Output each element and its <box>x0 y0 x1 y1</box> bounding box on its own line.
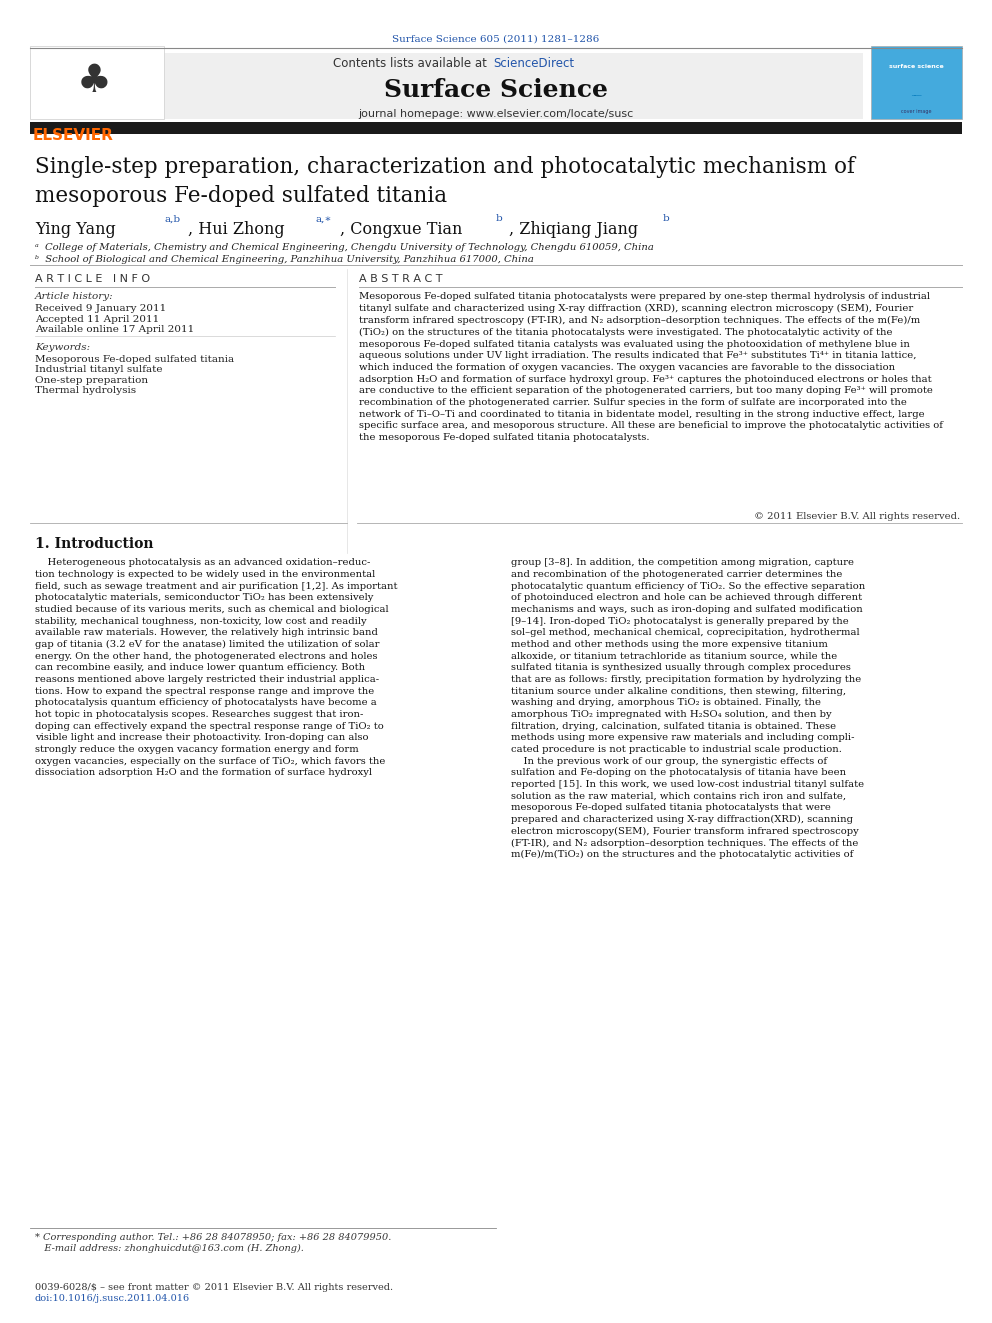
Text: b: b <box>496 214 503 224</box>
Text: A R T I C L E   I N F O: A R T I C L E I N F O <box>35 274 150 284</box>
Text: ELSEVIER: ELSEVIER <box>33 128 114 143</box>
FancyBboxPatch shape <box>30 46 164 119</box>
Text: Available online 17 April 2011: Available online 17 April 2011 <box>35 325 194 335</box>
Text: a,∗: a,∗ <box>315 214 332 224</box>
Text: One-step preparation: One-step preparation <box>35 376 148 385</box>
Text: Received 9 January 2011: Received 9 January 2011 <box>35 304 166 314</box>
Text: b: b <box>663 214 670 224</box>
Text: Industrial titanyl sulfate: Industrial titanyl sulfate <box>35 365 163 374</box>
Text: surface science: surface science <box>889 64 944 69</box>
Text: Single-step preparation, characterization and photocatalytic mechanism of
mesopo: Single-step preparation, characterizatio… <box>35 156 855 206</box>
Text: © 2011 Elsevier B.V. All rights reserved.: © 2011 Elsevier B.V. All rights reserved… <box>754 512 960 521</box>
Text: Thermal hydrolysis: Thermal hydrolysis <box>35 386 136 396</box>
Text: , Congxue Tian: , Congxue Tian <box>340 221 468 238</box>
Text: * Corresponding author. Tel.: +86 28 84078950; fax: +86 28 84079950.: * Corresponding author. Tel.: +86 28 840… <box>35 1233 391 1242</box>
Text: Heterogeneous photocatalysis as an advanced oxidation–reduc-
tion technology is : Heterogeneous photocatalysis as an advan… <box>35 558 397 778</box>
Text: group [3–8]. In addition, the competition among migration, capture
and recombina: group [3–8]. In addition, the competitio… <box>511 558 865 860</box>
Text: 0039-6028/$ – see front matter © 2011 Elsevier B.V. All rights reserved.: 0039-6028/$ – see front matter © 2011 El… <box>35 1283 393 1293</box>
Text: Mesoporous Fe-doped sulfated titania photocatalysts were prepared by one-step th: Mesoporous Fe-doped sulfated titania pho… <box>359 292 943 442</box>
Text: journal homepage: www.elsevier.com/locate/susc: journal homepage: www.elsevier.com/locat… <box>358 108 634 119</box>
FancyBboxPatch shape <box>871 46 962 119</box>
FancyBboxPatch shape <box>30 122 962 134</box>
Text: Keywords:: Keywords: <box>35 343 90 352</box>
Text: Accepted 11 April 2011: Accepted 11 April 2011 <box>35 315 159 324</box>
Text: Surface Science: Surface Science <box>384 78 608 102</box>
Text: ___: ___ <box>912 90 922 95</box>
Text: , Hui Zhong: , Hui Zhong <box>188 221 291 238</box>
Text: doi:10.1016/j.susc.2011.04.016: doi:10.1016/j.susc.2011.04.016 <box>35 1294 189 1303</box>
Text: Contents lists available at: Contents lists available at <box>333 57 491 70</box>
Text: Surface Science 605 (2011) 1281–1286: Surface Science 605 (2011) 1281–1286 <box>393 34 599 44</box>
Text: Article history:: Article history: <box>35 292 113 302</box>
Text: cover image: cover image <box>902 108 931 114</box>
Text: ♣: ♣ <box>76 62 112 101</box>
Text: E-mail address: zhonghuicdut@163.com (H. Zhong).: E-mail address: zhonghuicdut@163.com (H.… <box>35 1244 304 1253</box>
Text: ᵇ  School of Biological and Chemical Engineering, Panzhihua University, Panzhihu: ᵇ School of Biological and Chemical Engi… <box>35 255 534 265</box>
Text: Mesoporous Fe-doped sulfated titania: Mesoporous Fe-doped sulfated titania <box>35 355 234 364</box>
Text: , Zhiqiang Jiang: , Zhiqiang Jiang <box>509 221 643 238</box>
Text: ScienceDirect: ScienceDirect <box>493 57 574 70</box>
Text: ᵃ  College of Materials, Chemistry and Chemical Engineering, Chengdu University : ᵃ College of Materials, Chemistry and Ch… <box>35 243 654 253</box>
FancyBboxPatch shape <box>30 53 863 119</box>
Text: A B S T R A C T: A B S T R A C T <box>359 274 442 284</box>
Text: 1. Introduction: 1. Introduction <box>35 537 153 552</box>
Text: a,b: a,b <box>165 214 181 224</box>
Text: Ying Yang: Ying Yang <box>35 221 121 238</box>
